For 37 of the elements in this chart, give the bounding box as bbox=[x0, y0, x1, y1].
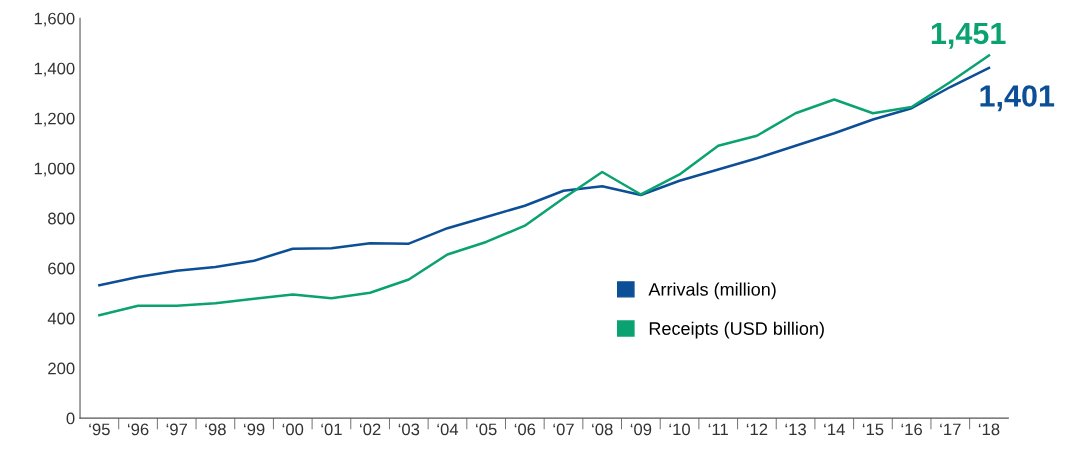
x-tick-label: ‘13 bbox=[785, 423, 806, 436]
y-tick-label: 800 bbox=[48, 212, 75, 225]
x-tick-label: ‘08 bbox=[592, 423, 613, 436]
x-tick-label: ‘06 bbox=[514, 423, 536, 436]
x-tick-label: ‘18 bbox=[978, 423, 1000, 436]
y-tick-label: 0 bbox=[66, 412, 75, 425]
x-tick-label: ‘00 bbox=[282, 423, 304, 436]
y-tick-label: 600 bbox=[48, 262, 75, 275]
x-tick-label: ‘99 bbox=[243, 423, 265, 436]
y-tick-label: 1,000 bbox=[34, 162, 75, 177]
x-tick-label: ‘05 bbox=[476, 423, 497, 436]
x-tick-label: ‘04 bbox=[437, 423, 459, 436]
y-tick-label: 1,200 bbox=[34, 112, 75, 127]
x-tick-label: ‘96 bbox=[127, 423, 149, 436]
x-tick-label: ‘09 bbox=[630, 423, 652, 436]
y-tick-label: 200 bbox=[48, 362, 75, 375]
x-tick-label: ‘98 bbox=[205, 423, 226, 436]
x-tick-label: ‘03 bbox=[398, 423, 420, 436]
annotation: 1,451 bbox=[931, 22, 1006, 49]
x-tick-label: ‘07 bbox=[553, 423, 574, 436]
y-tick-label: 1,600 bbox=[34, 12, 75, 27]
legend-label: Arrivals (million) bbox=[648, 282, 776, 300]
x-tick-label: ‘01 bbox=[321, 423, 342, 436]
x-tick-label: ‘15 bbox=[862, 423, 884, 436]
y-tick-label: 1,400 bbox=[34, 62, 75, 77]
x-tick-label: ‘95 bbox=[89, 423, 110, 436]
x-tick-label: ‘11 bbox=[708, 423, 728, 436]
annotation: 1,401 bbox=[980, 85, 1055, 112]
x-tick-label: ‘12 bbox=[746, 423, 768, 436]
x-tick-label: ‘17 bbox=[940, 423, 961, 436]
x-tick-label: ‘10 bbox=[669, 423, 691, 436]
x-tick-label: ‘14 bbox=[824, 423, 845, 436]
y-tick-label: 400 bbox=[47, 312, 75, 325]
legend-label: Receipts (USD billion) bbox=[649, 321, 824, 339]
x-tick-label: ‘16 bbox=[901, 423, 923, 436]
x-tick-label: ‘97 bbox=[166, 423, 188, 436]
x-tick-label: ‘02 bbox=[360, 423, 381, 436]
